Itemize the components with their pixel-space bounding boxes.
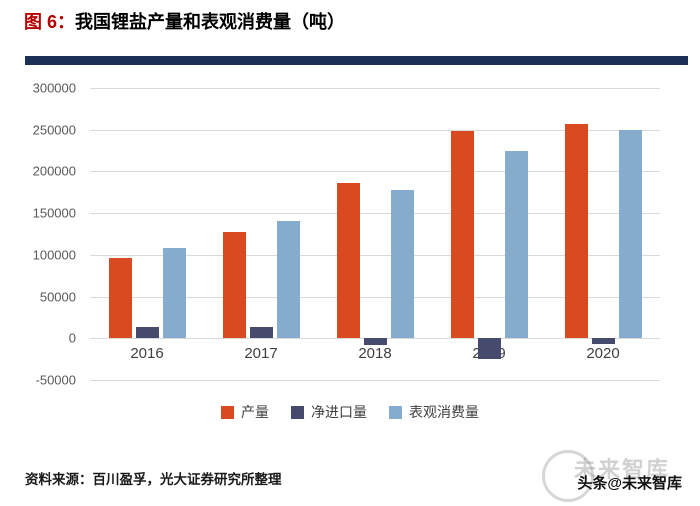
legend-item-production: 产量: [221, 402, 269, 422]
figure-title: 图 6：我国锂盐产量和表观消费量（吨）: [24, 8, 345, 34]
gridline: [90, 88, 660, 89]
legend-swatch-icon: [221, 405, 234, 419]
source-note: 资料来源：百川盈孚，光大证券研究所整理: [25, 472, 282, 487]
legend-item-net-imports: 净进口量: [291, 402, 367, 422]
y-axis-tick-label: 200000: [32, 163, 76, 179]
gridline: [90, 213, 660, 215]
bar-apparent-consumption-2016: [162, 248, 186, 339]
bar-net-imports-2020: [591, 338, 615, 345]
bar-production-2020: [564, 123, 588, 339]
y-axis-tick-label: 0: [68, 330, 76, 346]
x-axis-tick-label: 2018: [358, 345, 392, 363]
chart-plot-area: 20162017201820192020: [90, 88, 660, 381]
bar-production-2018: [336, 183, 360, 339]
watermark-account-text: 头条@未来智库: [577, 475, 682, 492]
gridline: [90, 171, 660, 173]
y-axis-tick-label: 100000: [32, 247, 76, 263]
chart-legend: 产量 净进口量 表观消费量: [0, 402, 700, 422]
x-axis-tick-label: 2016: [130, 345, 164, 363]
bar-apparent-consumption-2018: [390, 189, 414, 339]
legend-label: 净进口量: [311, 404, 367, 420]
gridline: [90, 129, 660, 131]
bar-net-imports-2017: [249, 327, 273, 339]
watermark-seal-icon: [542, 450, 594, 502]
bar-net-imports-2018: [363, 338, 387, 345]
bar-production-2016: [108, 258, 132, 339]
legend-item-apparent-consumption: 表观消费量: [389, 402, 479, 422]
bar-apparent-consumption-2019: [504, 151, 528, 339]
gridline: [90, 254, 660, 256]
watermark-ghost-text: 未来智库: [573, 457, 670, 482]
x-axis-tick-label: 2020: [586, 345, 620, 363]
legend-label: 产量: [241, 404, 269, 420]
bar-apparent-consumption-2020: [618, 129, 642, 339]
figure-title-text: 我国锂盐产量和表观消费量（吨）: [75, 12, 346, 32]
bar-net-imports-2016: [135, 327, 159, 339]
legend-label: 表观消费量: [409, 404, 479, 420]
figure-number-label: 图 6：: [24, 12, 76, 32]
bar-production-2017: [222, 232, 246, 339]
gridline: [90, 380, 660, 381]
x-axis-tick-label: 2017: [244, 345, 278, 363]
legend-swatch-icon: [291, 405, 304, 419]
bar-production-2019: [450, 131, 474, 339]
legend-swatch-icon: [389, 405, 402, 419]
y-axis-tick-label: 250000: [32, 122, 76, 138]
y-axis: -50000 0 50000 100000 150000 200000 250000 3000…: [0, 81, 82, 388]
y-axis-tick-label: 50000: [39, 289, 76, 305]
bar-net-imports-2019: [477, 338, 501, 360]
y-axis-tick-label: 150000: [32, 205, 76, 221]
y-axis-tick-label: -50000: [35, 372, 76, 388]
y-axis-tick-label: 300000: [32, 80, 76, 96]
gridline: [90, 296, 660, 298]
bar-apparent-consumption-2017: [276, 221, 300, 339]
title-divider: [25, 56, 688, 65]
